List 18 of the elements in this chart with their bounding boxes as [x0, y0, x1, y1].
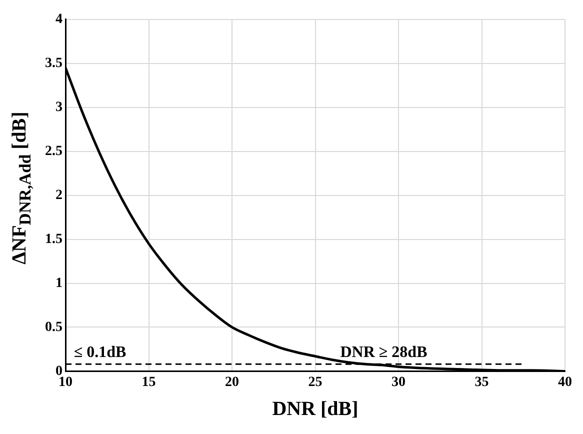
- x-tick-label: 40: [558, 375, 572, 390]
- y-tick-label: 3.5: [45, 56, 62, 71]
- y-tick-label: 0.5: [45, 320, 62, 335]
- y-tick-label: 1: [56, 276, 62, 291]
- annotation: DNR ≥ 28dB: [340, 344, 428, 361]
- y-tick-label: 3: [56, 100, 62, 115]
- x-tick-label: 15: [142, 375, 156, 390]
- y-tick-label: 4: [56, 12, 62, 28]
- x-tick-label: 10: [58, 375, 72, 390]
- y-tick-label: 1.5: [45, 232, 62, 247]
- annotation: ≤ 0.1dB: [74, 344, 127, 361]
- y-tick-label: 2.5: [45, 144, 62, 159]
- x-tick-label: 30: [392, 375, 406, 390]
- x-tick-label: 20: [225, 375, 239, 390]
- x-axis-title: DNR [dB]: [272, 398, 358, 420]
- x-tick-label: 25: [308, 375, 322, 390]
- x-tick-label: 35: [474, 375, 489, 390]
- y-tick-label: 2: [56, 188, 62, 203]
